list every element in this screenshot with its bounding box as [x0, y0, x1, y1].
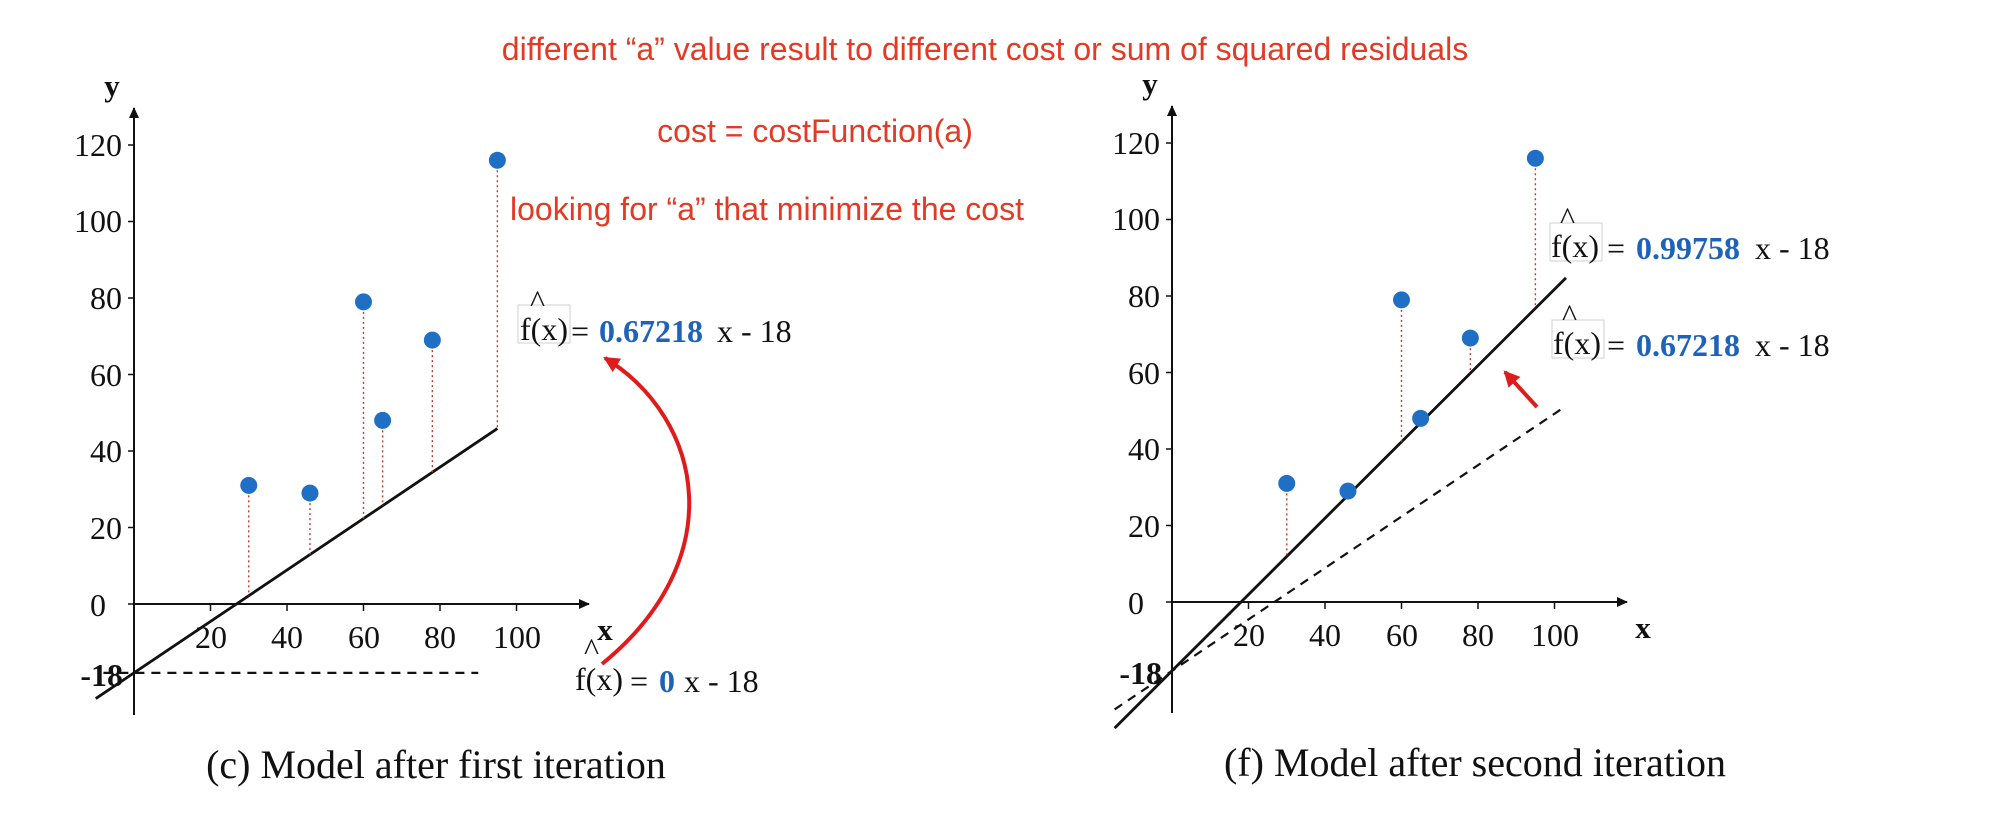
data-point [423, 331, 441, 349]
annotation-minimize: looking for “a” that minimize the cost [510, 191, 1024, 227]
equation-suffix: x - 18 [717, 313, 792, 349]
data-point [301, 484, 319, 502]
x-axis-label: x [1635, 610, 1651, 645]
hat-mark: ^ [530, 283, 545, 319]
chart-second-iteration: y x 120 100 80 60 40 20 0 20 40 60 80 10… [1112, 66, 1830, 785]
equation-initial-model: ^ f(x) = 0 x - 18 [575, 631, 759, 699]
x-tick-label: 20 [195, 619, 227, 655]
equation-coefficient: 0 [659, 663, 675, 699]
y-tick-label: 80 [1128, 278, 1160, 314]
hat-mark: ^ [1562, 297, 1577, 333]
equation-suffix: x - 18 [684, 663, 759, 699]
x-tick-label: 60 [348, 619, 380, 655]
y-tick-label: 20 [90, 510, 122, 546]
equation-suffix: x - 18 [1755, 327, 1830, 363]
update-arrow [1503, 370, 1539, 409]
hat-mark: ^ [1560, 200, 1575, 236]
x-tick-label: 100 [1531, 617, 1579, 653]
chart-caption: (f) Model after second iteration [1224, 740, 1726, 785]
y-tick-label: 60 [90, 357, 122, 393]
equation-prefix: f(x) [520, 311, 568, 347]
equation-prefix: f(x) [1551, 228, 1599, 264]
equation-coefficient: 0.99758 [1636, 230, 1740, 266]
y-tick-label: 120 [74, 127, 122, 163]
equation-prefix: f(x) [1553, 325, 1601, 361]
hat-mark: ^ [584, 631, 599, 667]
chart-first-iteration: y x 120 100 80 60 40 20 0 20 40 60 80 10… [74, 68, 792, 787]
y-axis-label: y [1142, 66, 1158, 101]
data-point [355, 293, 372, 311]
x-tick-label: 60 [1386, 617, 1418, 653]
data-point [1393, 291, 1410, 309]
data-point [1412, 409, 1430, 427]
equation-second-iteration: ^ f(x) = 0.99758 x - 18 [1549, 200, 1830, 266]
equation-prefix: f(x) [575, 661, 623, 697]
update-arrow [600, 356, 692, 666]
x-tick-label: 80 [1462, 617, 1494, 653]
y-tick-label: 120 [1112, 125, 1160, 161]
y-tick-label: 80 [90, 280, 122, 316]
data-point [1339, 482, 1357, 500]
equation-first-iteration: ^ f(x) = 0.67218 x - 18 [1551, 297, 1830, 363]
x-axis-label: x [597, 612, 613, 647]
data-point [488, 151, 506, 169]
y-tick-label: 100 [1112, 201, 1160, 237]
equation-first-iteration: ^ f(x) = 0.67218 x - 18 [517, 283, 792, 349]
intercept-label: -18 [1119, 655, 1162, 691]
x-tick-label: 80 [424, 619, 456, 655]
y-tick-label: 40 [90, 433, 122, 469]
y-tick-label: 60 [1128, 355, 1160, 391]
y-tick-label: 40 [1128, 431, 1160, 467]
intercept-label: -18 [80, 657, 123, 693]
chart-caption: (c) Model after first iteration [206, 742, 666, 787]
x-tick-label: 100 [493, 619, 541, 655]
regression-line [1113, 276, 1567, 730]
data-point [1278, 474, 1296, 492]
annotation-cost-function: cost = costFunction(a) [657, 113, 973, 149]
x-tick-label: 20 [1233, 617, 1265, 653]
equation-equals: = [1607, 230, 1625, 266]
equation-equals: = [571, 313, 589, 349]
y-axis-label: y [104, 68, 120, 103]
y-tick-label: 20 [1128, 508, 1160, 544]
equation-equals: = [1607, 327, 1625, 363]
y-tick-label: 0 [90, 587, 106, 623]
previous-regression-line [1114, 405, 1567, 711]
y-tick-label: 100 [74, 203, 122, 239]
equation-equals: = [630, 663, 648, 699]
data-point [374, 411, 392, 429]
data-point [240, 476, 258, 494]
regression-line [94, 427, 499, 700]
x-tick-label: 40 [1309, 617, 1341, 653]
equation-coefficient: 0.67218 [1636, 327, 1740, 363]
data-point [1526, 149, 1544, 167]
data-point [1461, 329, 1479, 347]
y-tick-label: 0 [1128, 585, 1144, 621]
x-tick-label: 40 [271, 619, 303, 655]
equation-coefficient: 0.67218 [599, 313, 703, 349]
equation-suffix: x - 18 [1755, 230, 1830, 266]
annotation-cost-description: different “a” value result to different … [502, 31, 1468, 67]
